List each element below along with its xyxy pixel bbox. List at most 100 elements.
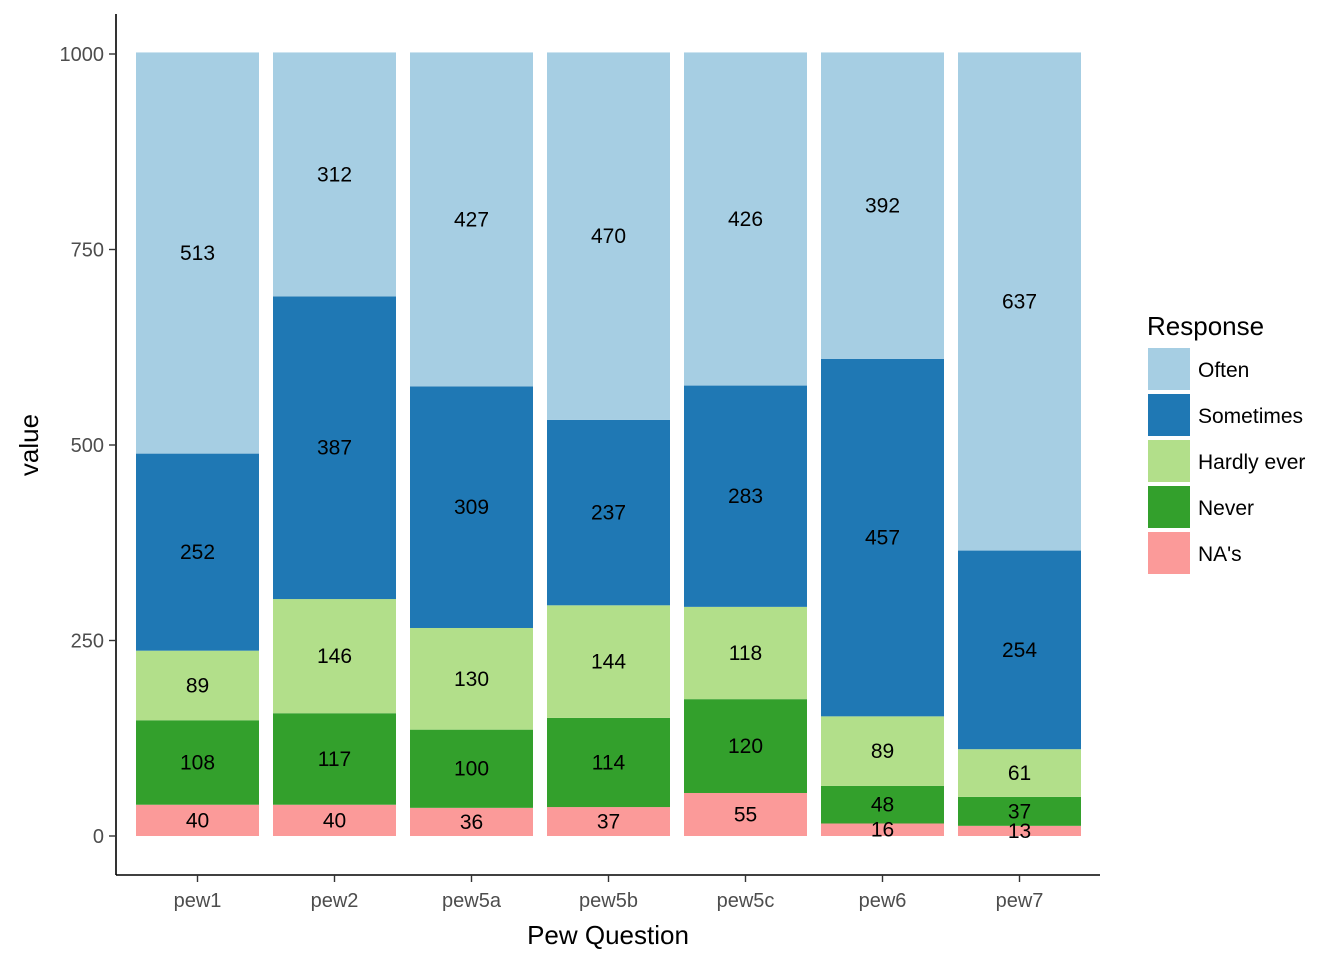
bar-segment-pew6-never [821,785,944,824]
x-tick-label-pew5c: pew5c [717,890,775,912]
bar-segment-pew6-na-s [821,823,944,836]
x-axis-title: Pew Question [527,920,689,950]
legend-key-na-s [1148,532,1190,574]
data-label-pew1-never: 108 [180,751,215,774]
data-label-pew6-never: 48 [871,794,894,817]
data-label-pew5a-hardly-ever: 130 [454,668,489,691]
bar-segment-pew5c-hardly-ever [684,606,807,700]
bar-segment-pew7-na-s [958,825,1081,836]
bar-segment-pew2-often [273,52,396,297]
bar-segment-pew5c-never [684,699,807,793]
legend-key-often [1148,348,1190,390]
data-label-pew2-often: 312 [317,163,352,186]
data-label-pew1-sometimes: 252 [180,541,215,564]
x-tick-label-pew5b: pew5b [579,890,638,912]
bar-segment-pew5b-often [547,52,670,420]
data-label-pew2-never: 117 [318,748,351,771]
data-label-pew5c-hardly-ever: 118 [729,642,762,665]
data-label-pew1-often: 513 [180,242,215,265]
bar-segment-pew2-hardly-ever [273,599,396,714]
data-label-pew5c-na-s: 55 [734,803,757,826]
data-label-pew5a-sometimes: 309 [454,496,489,519]
bar-segment-pew5a-often [410,52,533,387]
data-label-pew5c-often: 426 [728,208,763,231]
y-tick-label-0: 0 [93,826,104,848]
data-label-pew5b-na-s: 37 [597,811,620,834]
bars-layer [136,52,1081,836]
y-tick-label-250: 250 [71,631,104,653]
data-label-pew5a-na-s: 36 [460,811,483,834]
bar-segment-pew5a-never [410,729,533,808]
x-tick-label-pew1: pew1 [174,890,222,912]
legend-title: Response [1147,311,1264,341]
data-label-pew5b-sometimes: 237 [591,502,626,525]
legend-key-sometimes [1148,394,1190,436]
bar-segment-pew5b-sometimes [547,419,670,606]
data-label-pew2-hardly-ever: 146 [317,645,352,668]
y-tick-label-1000: 1000 [60,44,105,66]
legend-label-sometimes: Sometimes [1198,405,1303,428]
bar-segment-pew5a-sometimes [410,386,533,628]
bar-segment-pew5b-na-s [547,807,670,836]
bar-segment-pew1-often [136,52,259,454]
data-label-pew5c-never: 120 [728,735,763,758]
legend-key-hardly-ever [1148,440,1190,482]
data-label-pew1-na-s: 40 [186,809,209,832]
data-label-pew5a-often: 427 [454,208,489,231]
bar-segment-pew6-often [821,52,944,359]
data-label-pew7-hardly-ever: 61 [1008,762,1031,785]
bar-segment-pew7-sometimes [958,550,1081,750]
bar-segment-pew5a-hardly-ever [410,627,533,730]
bar-segment-pew6-hardly-ever [821,716,944,786]
bar-segment-pew1-na-s [136,804,259,836]
legend-label-hardly-ever: Hardly ever [1198,451,1305,474]
data-label-pew6-sometimes: 457 [865,527,900,550]
data-label-pew5c-sometimes: 283 [728,485,763,508]
data-label-pew1-hardly-ever: 89 [186,674,209,697]
data-label-pew5b-hardly-ever: 144 [591,651,626,674]
bar-segment-pew2-sometimes [273,296,396,600]
y-tick-label-500: 500 [71,435,104,457]
legend-key-never [1148,486,1190,528]
data-label-pew7-na-s: 13 [1008,820,1031,843]
data-label-pew2-na-s: 40 [323,809,346,832]
bar-segment-pew7-often [958,52,1081,551]
data-label-pew7-often: 637 [1002,291,1037,314]
data-label-pew6-often: 392 [865,195,900,218]
legend-label-often: Often [1198,359,1249,382]
bar-segment-pew5b-never [547,717,670,808]
x-tick-label-pew2: pew2 [311,890,359,912]
bar-segment-pew5c-sometimes [684,385,807,607]
data-label-pew7-sometimes: 254 [1002,639,1037,662]
x-axis-ticks: pew1 pew2 pew5a pew5b pew5c pew6 pew7 [174,875,1044,912]
bar-segment-pew5a-na-s [410,807,533,836]
bar-segment-pew7-never [958,796,1081,826]
bar-segment-pew7-hardly-ever [958,749,1081,797]
data-label-pew5b-never: 114 [592,751,626,774]
bar-segment-pew5c-often [684,52,807,386]
data-label-pew6-hardly-ever: 89 [871,740,894,763]
data-label-pew5a-never: 100 [454,758,489,781]
bar-segment-pew1-never [136,720,259,805]
x-tick-label-pew5a: pew5a [442,890,502,912]
x-tick-label-pew7: pew7 [996,890,1044,912]
bar-segment-pew6-sometimes [821,358,944,717]
x-tick-label-pew6: pew6 [859,890,907,912]
legend: Response Often Sometimes Hardly ever Never N… [1147,311,1305,574]
data-label-pew7-never: 37 [1008,800,1031,823]
bar-segment-pew1-hardly-ever [136,650,259,721]
data-label-pew6-na-s: 16 [871,819,894,842]
bar-segment-pew2-never [273,713,396,805]
legend-label-never: Never [1198,497,1254,520]
bar-segment-pew5c-na-s [684,792,807,836]
legend-label-na-s: NA's [1198,543,1242,566]
y-axis-title: value [14,414,44,476]
data-label-pew5b-often: 470 [591,225,626,248]
bar-segment-pew1-sometimes [136,453,259,651]
data-label-pew2-sometimes: 387 [317,437,352,460]
y-axis-ticks: 0 250 500 750 1000 [60,44,116,848]
data-labels-layer: 40 108 89 252 513 40 117 146 387 312 36 100 130 309 42… [180,163,1037,842]
bar-segment-pew2-na-s [273,804,396,836]
bar-segment-pew5b-hardly-ever [547,605,670,718]
